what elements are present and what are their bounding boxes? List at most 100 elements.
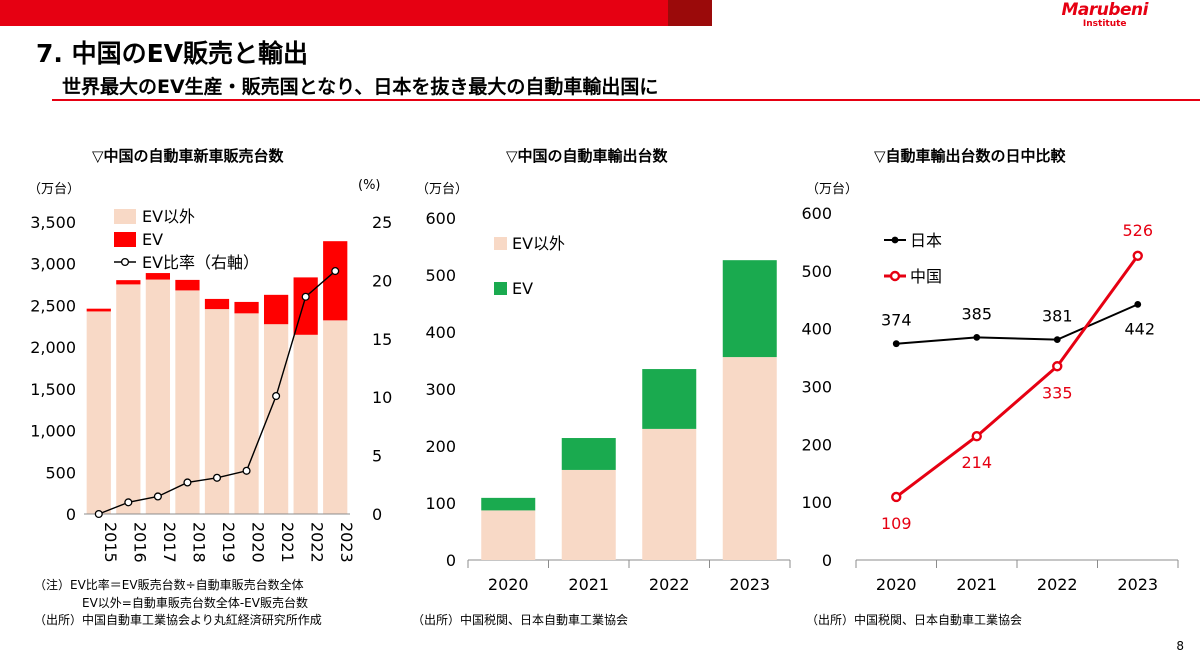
chart1-bar-ev-other <box>293 334 318 514</box>
chart2-ytick: 100 <box>425 494 456 513</box>
chart1-y2tick: 20 <box>372 271 392 290</box>
chart3-ytick: 100 <box>801 493 832 512</box>
chart1-note2: EV以外=自動車販売台数全体-EV販売台数 <box>82 596 308 610</box>
header-red-bar <box>0 0 668 26</box>
chart2-ytick: 300 <box>425 380 456 399</box>
chart1-y2tick: 15 <box>372 330 392 349</box>
chart1-ratio-point <box>272 391 281 401</box>
chart3-japan-label: 442 <box>1124 319 1155 338</box>
chart1-y2tick: 10 <box>372 388 392 407</box>
chart1-legend-marker-ratio <box>120 257 130 267</box>
chart3-xtick: 2021 <box>956 575 997 594</box>
chart2-legend-ev: EV <box>512 279 533 298</box>
page-title: 7. 中国のEV販売と輸出 <box>36 39 309 68</box>
chart1-bar-ev <box>234 301 259 314</box>
chart3-ytick: 0 <box>822 551 832 570</box>
chart1-legend-ratio: EV比率（右軸） <box>142 253 259 272</box>
chart1-xtick: 2021 <box>278 522 297 563</box>
chart1-bar-ev <box>145 273 171 280</box>
chart1-legend-ev: EV <box>142 230 163 249</box>
chart3-china-point <box>1052 361 1063 372</box>
chart1-title: ▽中国の自動車新車販売台数 <box>92 147 284 165</box>
chart2-legend-swatch-ev <box>494 282 507 295</box>
chart2-bar-ev <box>481 497 536 511</box>
chart3-china-line <box>895 254 1139 499</box>
chart1-xtick: 2020 <box>249 522 268 563</box>
chart1-xtick: 2018 <box>189 522 208 563</box>
chart1-ratio-point <box>242 466 251 475</box>
chart1-ytick: 3,500 <box>30 213 76 232</box>
chart2-ytick: 600 <box>425 209 456 228</box>
chart2-legend-ev-other: EV以外 <box>512 234 565 253</box>
chart1-bar-ev-other <box>86 311 111 514</box>
chart1-xtick: 2022 <box>308 522 327 563</box>
chart3-japan-line <box>896 303 1139 345</box>
chart2-xtick: 2021 <box>568 575 609 594</box>
chart3-ytick: 300 <box>801 378 832 397</box>
chart3-legend-japan: 日本 <box>910 231 942 250</box>
chart2-xtick: 2023 <box>729 575 770 594</box>
chart2-ytick: 400 <box>425 323 456 342</box>
chart1-ratio-point <box>301 292 310 301</box>
chart1-note1: （注）EV比率＝EV販売台数÷自動車販売台数全体 <box>34 578 304 592</box>
chart1-y2tick: 0 <box>372 505 382 524</box>
marubeni-logo: Marubeni Institute <box>1061 2 1148 29</box>
chart1-bar-ev-other <box>175 290 200 514</box>
logo-line1: Marubeni <box>1061 0 1148 20</box>
chart1-ratio-point <box>153 492 162 501</box>
chart1-unit-left: （万台） <box>28 182 81 197</box>
chart2-bar-ev <box>561 438 616 470</box>
chart1-xtick: 2019 <box>219 522 238 563</box>
chart1-bar-ev-other <box>234 313 259 514</box>
chart3-china-point <box>1132 250 1143 261</box>
chart3-title: ▽自動車輸出台数の日中比較 <box>874 147 1066 165</box>
chart3-china-point <box>971 431 982 442</box>
chart3-japan-point <box>892 340 900 348</box>
chart2-xtick: 2022 <box>649 575 690 594</box>
chart1-bar-ev <box>204 298 230 310</box>
chart1-ytick: 500 <box>45 463 76 482</box>
chart1-xtick: 2016 <box>130 522 149 563</box>
chart1-ytick: 1,500 <box>30 380 76 399</box>
chart3-japan-label: 385 <box>961 304 992 323</box>
chart3-japan-point <box>1134 300 1142 308</box>
chart2-bar-ev-other <box>561 469 616 560</box>
chart1-ytick: 2,000 <box>30 338 76 357</box>
chart3-china-label: 214 <box>961 453 992 472</box>
chart3-xtick: 2022 <box>1037 575 1078 594</box>
chart2-title: ▽中国の自動車輸出台数 <box>506 147 668 165</box>
chart3-legend-china: 中国 <box>910 267 942 286</box>
chart1-bar-ev <box>263 294 289 325</box>
chart2-ytick: 200 <box>425 437 456 456</box>
chart1-ratio-point <box>124 498 133 507</box>
chart1-bar-ev-other <box>116 284 141 514</box>
chart1-ytick: 0 <box>66 505 76 524</box>
chart2-unit: （万台） <box>416 182 469 197</box>
chart1-xtick: 2023 <box>337 522 356 563</box>
chart3-legend-marker-china <box>889 270 901 282</box>
page-number: 8 <box>1176 639 1184 653</box>
chart3-ytick: 600 <box>801 204 832 223</box>
chart1-legend-swatch-ev-other <box>114 209 136 224</box>
chart1-bar-ev <box>86 308 111 312</box>
chart2-bar-ev-other <box>722 357 777 560</box>
chart1-bar-ev <box>175 279 200 291</box>
chart2-bar-ev-other <box>642 428 697 560</box>
chart1-xtick: 2015 <box>101 522 120 563</box>
chart2-ytick: 500 <box>425 266 456 285</box>
chart3-japan-point <box>1053 336 1061 344</box>
page-subtitle: 世界最大のEV生産・販売国となり、日本を抜き最大の自動車輸出国に <box>62 76 659 98</box>
chart2-source: （出所）中国税関、日本自動車工業協会 <box>412 613 629 627</box>
chart3-china-label: 526 <box>1122 221 1153 240</box>
chart1-bar-ev-other <box>263 324 289 514</box>
chart3-xtick: 2020 <box>876 575 917 594</box>
chart2-bar-ev <box>642 369 697 429</box>
chart3-ytick: 200 <box>801 435 832 454</box>
chart1-bar-ev <box>116 280 141 285</box>
chart3-china-label: 335 <box>1042 383 1073 402</box>
chart1-ytick: 3,000 <box>30 255 76 274</box>
chart1-ratio-point <box>94 509 103 519</box>
header-dark-bar <box>668 0 712 26</box>
chart1-ratio-point <box>331 267 340 276</box>
